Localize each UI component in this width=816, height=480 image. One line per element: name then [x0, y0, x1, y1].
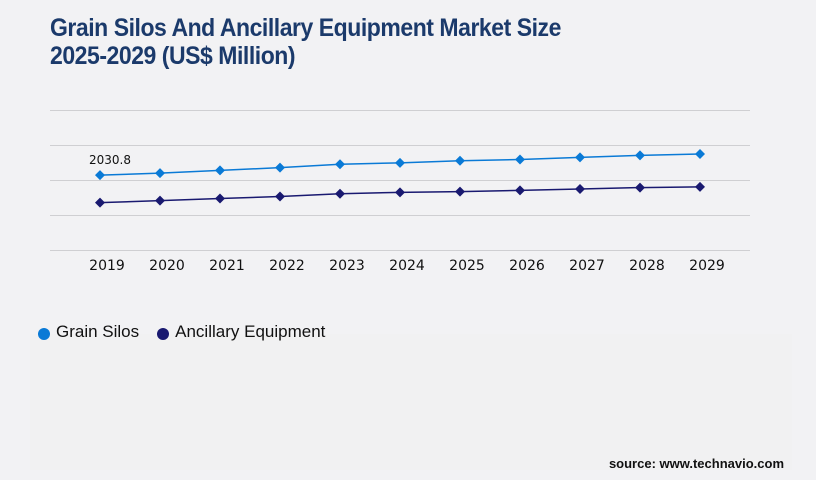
marker-ancillary-equipment-2026[interactable]: [515, 185, 525, 196]
marker-ancillary-equipment-2022[interactable]: [275, 191, 285, 202]
marker-grain-silos-2019[interactable]: [95, 170, 105, 181]
x-axis-tick-labels: 2019 2020 2021 2022 2023 2024 2025 2026 2027 2028…: [89, 258, 725, 274]
chart-title: Grain Silos And Ancillary Equipment Mark…: [50, 14, 561, 70]
x-tick-label-2026: 2026: [509, 258, 545, 274]
line-chart: 2019 2020 2021 2022 2023 2024 2025 2026 2027 2028…: [50, 110, 750, 274]
legend-item-ancillary-equipment[interactable]: Ancillary Equipment: [157, 322, 325, 342]
legend-item-grain-silos[interactable]: Grain Silos: [38, 322, 139, 342]
x-tick-label-2022: 2022: [269, 258, 305, 274]
marker-ancillary-equipment-2028[interactable]: [635, 182, 645, 193]
legend-label-ancillary-equipment: Ancillary Equipment: [175, 322, 326, 341]
marker-grain-silos-2022[interactable]: [275, 162, 285, 173]
marker-ancillary-equipment-2024[interactable]: [395, 187, 405, 198]
legend-label-grain-silos: Grain Silos: [56, 322, 140, 341]
series-markers: [95, 148, 705, 208]
legend-panel-background: [30, 334, 792, 470]
marker-grain-silos-2021[interactable]: [215, 165, 225, 176]
x-tick-label-2029: 2029: [689, 258, 725, 274]
marker-grain-silos-2025[interactable]: [455, 155, 465, 166]
marker-grain-silos-2029[interactable]: [695, 148, 705, 159]
x-tick-label-2021: 2021: [209, 258, 245, 274]
gridlines: [50, 110, 750, 251]
marker-grain-silos-2027[interactable]: [575, 152, 585, 163]
marker-grain-silos-2026[interactable]: [515, 154, 525, 165]
data-label-2019: 2030.8: [89, 153, 131, 167]
legend-marker-grain-silos-icon: [38, 327, 50, 340]
x-tick-label-2027: 2027: [569, 258, 605, 274]
source-credit: source: www.technavio.com: [608, 456, 784, 471]
x-tick-label-2025: 2025: [449, 258, 485, 274]
x-tick-label-2019: 2019: [89, 258, 125, 274]
marker-ancillary-equipment-2023[interactable]: [335, 188, 345, 199]
marker-grain-silos-2023[interactable]: [335, 159, 345, 170]
marker-grain-silos-2020[interactable]: [155, 168, 165, 179]
marker-ancillary-equipment-2025[interactable]: [455, 186, 465, 197]
x-tick-label-2024: 2024: [389, 258, 425, 274]
x-tick-label-2028: 2028: [629, 258, 665, 274]
marker-ancillary-equipment-2027[interactable]: [575, 183, 585, 194]
marker-ancillary-equipment-2020[interactable]: [155, 195, 165, 206]
chart-title-line-1: Grain Silos And Ancillary Equipment Mark…: [50, 14, 561, 42]
data-labels: 2030.8: [89, 153, 131, 167]
marker-ancillary-equipment-2021[interactable]: [215, 193, 225, 204]
marker-grain-silos-2024[interactable]: [395, 157, 405, 168]
legend: Grain Silos Ancillary Equipment: [38, 322, 325, 342]
legend-marker-ancillary-equipment-icon: [157, 327, 170, 340]
marker-ancillary-equipment-2029[interactable]: [695, 181, 705, 192]
chart-title-line-2: 2025-2029 (US$ Million): [50, 42, 296, 70]
x-tick-label-2020: 2020: [149, 258, 185, 274]
marker-grain-silos-2028[interactable]: [635, 150, 645, 161]
x-tick-label-2023: 2023: [329, 258, 365, 274]
marker-ancillary-equipment-2019[interactable]: [95, 197, 105, 208]
